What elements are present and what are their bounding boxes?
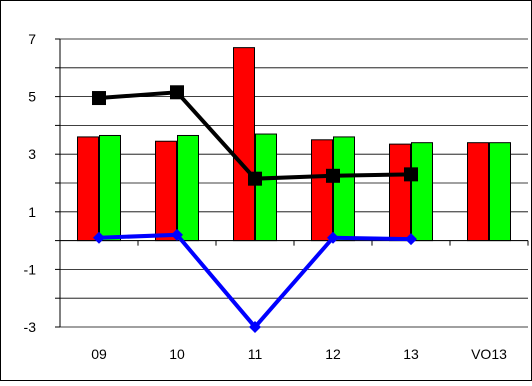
line-point-marker [170, 85, 184, 100]
y-tick-label: 7 [28, 31, 36, 47]
line-series-group [92, 85, 418, 333]
bar [333, 136, 355, 242]
bar [233, 47, 255, 242]
line-point-marker [248, 171, 262, 186]
line-point-marker [405, 233, 417, 246]
bar [255, 133, 277, 242]
bar [177, 134, 199, 242]
line-point-marker [92, 91, 106, 106]
line-point-marker [249, 321, 261, 333]
line-point-marker [171, 228, 183, 241]
y-tick-label: -1 [24, 261, 37, 277]
line-point-marker [93, 231, 105, 244]
x-tick-label: 12 [325, 346, 341, 362]
bar [99, 134, 121, 242]
x-tick-label: 11 [248, 346, 263, 362]
bar [489, 142, 511, 242]
axes [55, 38, 529, 328]
bar-series-group [77, 47, 511, 242]
line-point-marker [404, 167, 418, 182]
bar [467, 142, 489, 242]
bar [77, 136, 99, 242]
x-tick-label: 13 [403, 346, 419, 362]
x-tick-label: VO13 [471, 346, 507, 362]
bar [389, 143, 411, 242]
line-point-marker [326, 168, 340, 183]
x-tick-label: 09 [91, 346, 107, 362]
y-tick-label: -3 [24, 319, 37, 335]
bar [311, 139, 333, 242]
line-point-marker [327, 231, 339, 244]
bar [411, 142, 433, 242]
x-tick-label: 10 [169, 346, 185, 362]
bar [155, 140, 177, 242]
y-tick-label: 5 [28, 89, 36, 105]
y-tick-label: 3 [28, 146, 36, 162]
y-tick-label: 1 [28, 204, 36, 220]
